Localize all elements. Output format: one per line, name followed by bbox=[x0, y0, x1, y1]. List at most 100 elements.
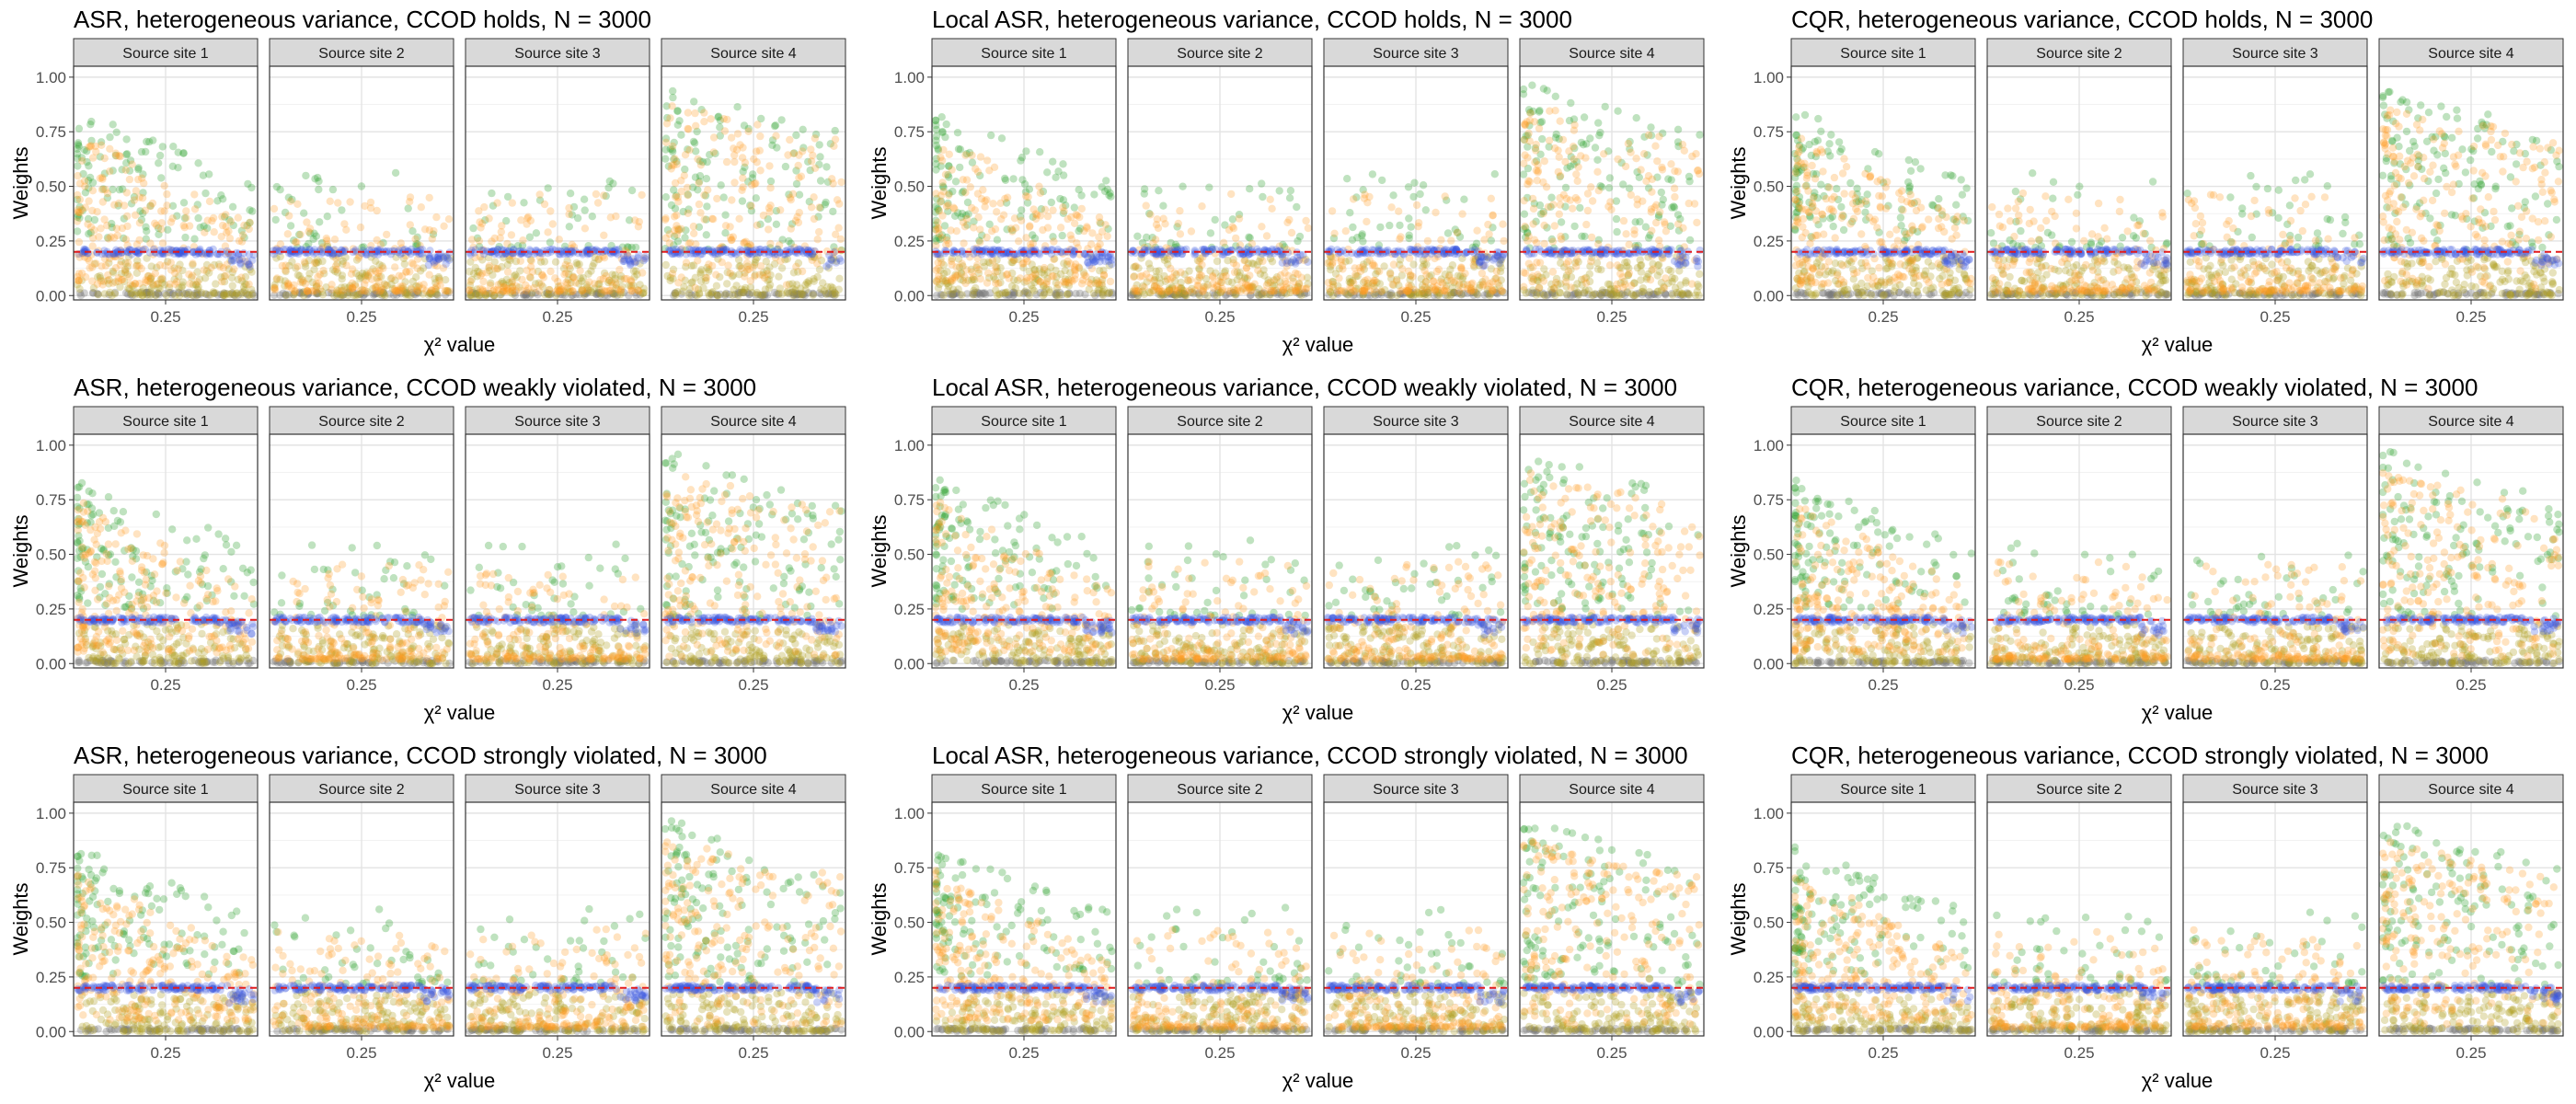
data-point-green bbox=[338, 206, 346, 214]
data-point-orange bbox=[490, 264, 500, 272]
data-point-orange bbox=[700, 109, 708, 117]
data-point-olive bbox=[143, 291, 151, 299]
data-point-orange bbox=[1593, 167, 1602, 176]
data-point-green bbox=[145, 137, 154, 146]
data-point-orange bbox=[685, 145, 694, 155]
data-point-orange bbox=[1637, 166, 1645, 174]
data-point-orange bbox=[1494, 279, 1502, 287]
facet-strip-label: Source site 1 bbox=[981, 46, 1066, 62]
data-point-blue bbox=[1130, 247, 1138, 255]
data-point-orange bbox=[1245, 284, 1253, 293]
data-point-olive bbox=[124, 284, 132, 293]
data-point-green bbox=[85, 230, 93, 238]
data-point-olive bbox=[193, 268, 201, 276]
data-point-orange bbox=[958, 259, 966, 268]
data-point-orange bbox=[728, 236, 736, 244]
data-point-orange bbox=[154, 280, 162, 288]
data-point-olive bbox=[77, 276, 86, 284]
y-tick-label: 1.00 bbox=[894, 69, 925, 86]
data-point-orange bbox=[815, 203, 823, 212]
data-point-orange bbox=[98, 173, 107, 182]
data-point-olive bbox=[201, 274, 210, 282]
data-point-orange bbox=[712, 270, 720, 279]
data-point-olive bbox=[193, 285, 202, 293]
data-point-orange bbox=[1222, 271, 1230, 281]
data-point-orange bbox=[937, 156, 947, 165]
data-point-green bbox=[328, 185, 338, 194]
data-point-orange bbox=[1662, 227, 1671, 236]
data-point-orange bbox=[98, 281, 107, 289]
data-point-orange bbox=[92, 147, 100, 156]
data-point-olive bbox=[100, 290, 109, 298]
data-point-green bbox=[75, 124, 84, 132]
data-point-orange bbox=[1546, 107, 1554, 115]
data-point-orange bbox=[1652, 218, 1661, 227]
data-point-orange bbox=[131, 280, 140, 288]
data-point-green bbox=[1228, 215, 1237, 224]
data-point-green bbox=[74, 139, 83, 147]
data-point-green bbox=[1346, 209, 1354, 217]
data-point-orange bbox=[999, 211, 1008, 219]
data-point-olive bbox=[1631, 291, 1640, 299]
data-point-orange bbox=[1285, 215, 1294, 224]
data-point-orange bbox=[1087, 280, 1095, 288]
data-point-blue bbox=[1696, 246, 1704, 255]
data-point-orange bbox=[983, 156, 992, 165]
data-point-orange bbox=[1349, 195, 1358, 203]
data-point-orange bbox=[1213, 282, 1222, 291]
data-point-orange bbox=[1588, 197, 1597, 205]
data-point-olive bbox=[121, 269, 130, 277]
data-point-green bbox=[79, 169, 87, 178]
data-point-orange bbox=[368, 275, 376, 283]
data-point-orange bbox=[983, 269, 993, 277]
data-point-orange bbox=[379, 264, 387, 272]
data-point-orange bbox=[691, 283, 699, 293]
data-point-blue bbox=[606, 247, 615, 255]
data-point-green bbox=[123, 150, 132, 158]
data-point-green bbox=[1409, 192, 1418, 201]
data-point-orange bbox=[135, 280, 144, 288]
data-point-gray bbox=[237, 289, 246, 297]
data-point-green bbox=[96, 153, 105, 161]
data-point-green bbox=[237, 226, 246, 235]
data-point-orange bbox=[1242, 264, 1250, 272]
data-point-orange bbox=[1693, 218, 1701, 227]
data-point-olive bbox=[214, 260, 224, 269]
data-point-olive bbox=[707, 289, 717, 297]
data-point-orange bbox=[111, 264, 121, 272]
data-point-green bbox=[1378, 176, 1386, 185]
data-point-olive bbox=[241, 272, 250, 282]
data-point-orange bbox=[130, 196, 139, 204]
data-point-olive bbox=[239, 288, 247, 296]
data-point-orange bbox=[1572, 256, 1581, 264]
data-point-orange bbox=[526, 216, 535, 224]
data-point-orange bbox=[74, 272, 82, 282]
data-point-gray bbox=[178, 289, 187, 297]
data-point-orange bbox=[1031, 270, 1040, 278]
data-point-olive bbox=[189, 291, 197, 299]
data-point-olive bbox=[1685, 289, 1693, 298]
data-point-orange bbox=[932, 190, 940, 198]
data-point-orange bbox=[1087, 240, 1096, 248]
data-point-orange bbox=[680, 171, 688, 179]
data-point-orange bbox=[88, 277, 97, 285]
data-point-olive bbox=[241, 280, 249, 288]
data-point-orange bbox=[546, 207, 555, 215]
data-point-green bbox=[1421, 206, 1430, 214]
data-point-green bbox=[993, 236, 1002, 244]
data-point-orange bbox=[766, 184, 775, 192]
data-point-olive bbox=[1541, 291, 1549, 300]
data-point-orange bbox=[104, 270, 112, 280]
data-point-olive bbox=[993, 291, 1002, 300]
data-point-olive bbox=[153, 263, 161, 271]
data-point-blue bbox=[1019, 249, 1029, 258]
data-point-gray bbox=[190, 292, 198, 300]
data-point-orange bbox=[1478, 269, 1487, 278]
data-point-orange bbox=[122, 189, 131, 197]
y-tick-label: 0.50 bbox=[36, 178, 66, 196]
data-point-orange bbox=[132, 187, 141, 195]
y-tick-label: 0.50 bbox=[894, 178, 925, 196]
data-point-orange bbox=[1387, 203, 1396, 212]
data-point-green bbox=[1490, 170, 1499, 178]
data-point-olive bbox=[191, 281, 200, 289]
